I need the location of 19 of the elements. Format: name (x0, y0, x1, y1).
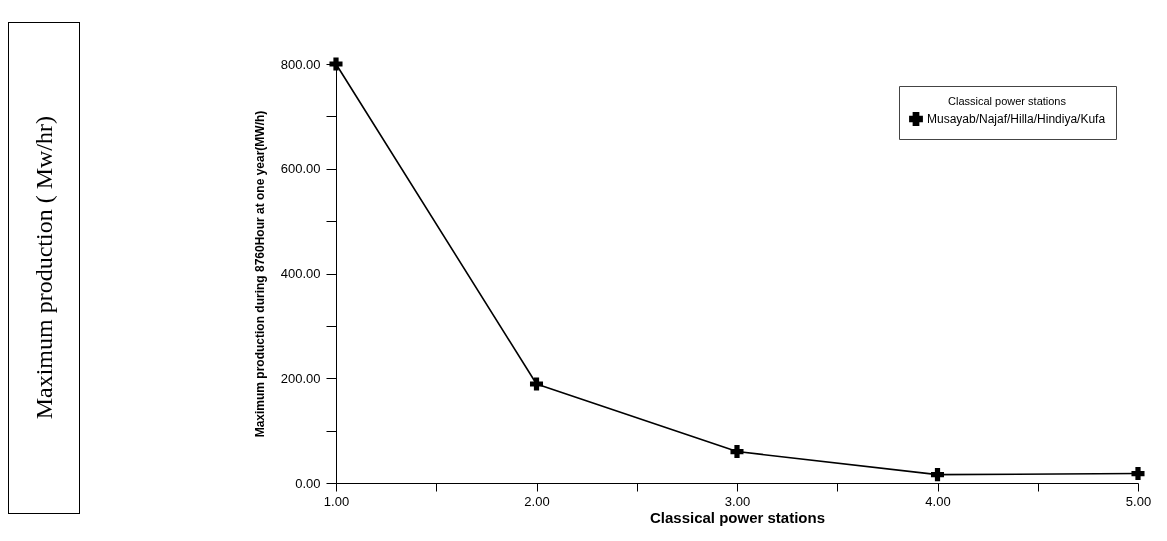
x-tick-label: 2.00 (524, 493, 550, 509)
x-tick-label: 4.00 (925, 493, 951, 509)
y-axis-title: Maximum production during 8760Hour at one year(MW/h) (252, 110, 267, 438)
y-tick-label: 0.00 (295, 475, 321, 491)
y-tick-label: 200.00 (280, 370, 321, 386)
x-tick-label: 3.00 (724, 493, 751, 509)
y-tick-label: 800.00 (280, 56, 321, 72)
y-tick-label: 400.00 (280, 266, 321, 281)
point (1131, 467, 1145, 481)
point (730, 445, 744, 459)
point (930, 468, 945, 482)
x-axis-title: Classical power stations (649, 508, 826, 526)
label-box: Maximum production ( Mw/hr) (8, 22, 80, 514)
y-tick-label: 600.00 (280, 161, 321, 177)
legend-title: Classical power stations (948, 95, 1067, 107)
x-tick-label: 5.00 (1125, 493, 1152, 509)
point (529, 377, 544, 391)
x-tick-label: 1.00 (323, 493, 350, 509)
legend-label: Musayab/Najaf/Hilla/Hindiya/Kufa (927, 112, 1106, 126)
